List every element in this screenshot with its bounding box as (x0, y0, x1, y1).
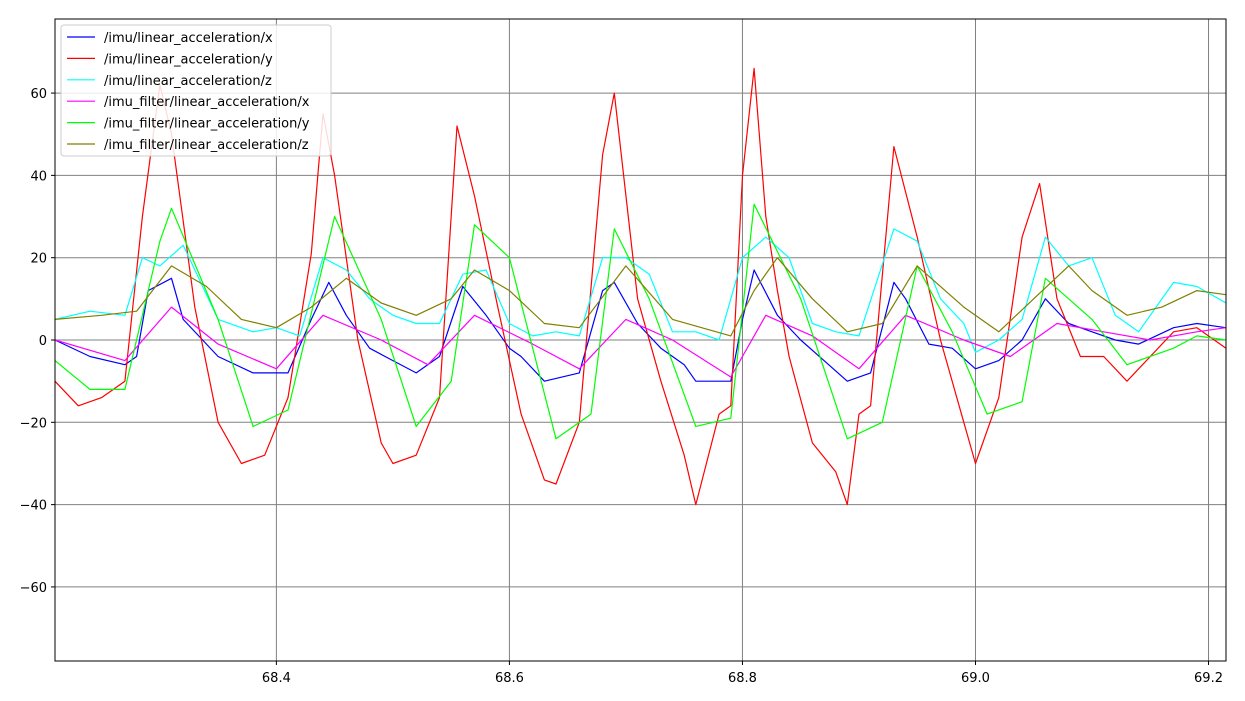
legend-label: /imu_filter/linear_acceleration/y (104, 117, 310, 132)
legend-label: /imu_filter/linear_acceleration/x (104, 95, 310, 110)
y-tick-label: −40 (20, 499, 47, 514)
x-tick-label: 69.2 (1194, 671, 1223, 686)
legend-label: /imu/linear_acceleration/z (104, 74, 272, 89)
legend: /imu/linear_acceleration/x/imu/linear_ac… (60, 24, 332, 157)
plot-area (55, 67, 1226, 506)
series-lines (55, 67, 1226, 506)
series-line-3 (55, 306, 1226, 378)
x-tick-label: 68.6 (495, 671, 524, 686)
series-line-0 (55, 269, 1226, 382)
y-tick-label: 0 (39, 334, 47, 349)
x-tick-label: 68.8 (728, 671, 757, 686)
y-tick-label: 60 (30, 87, 47, 102)
legend-box (60, 24, 332, 157)
x-tick-label: 69.0 (961, 671, 990, 686)
legend-label: /imu/linear_acceleration/y (104, 52, 273, 67)
grid-lines (55, 19, 1226, 661)
series-line-1 (55, 67, 1226, 506)
y-tick-label: 40 (30, 169, 47, 184)
axis-ticks: 68.4 68.6 68.8 69.0 69.2 60 40 20 0 −20 −40 −60 (20, 87, 1223, 686)
y-tick-label: −60 (20, 581, 47, 596)
y-tick-label: −20 (20, 416, 47, 431)
series-line-5 (55, 257, 1226, 337)
legend-label: /imu_filter/linear_acceleration/z (104, 138, 309, 153)
series-line-4 (55, 203, 1226, 440)
legend-label: /imu/linear_acceleration/x (104, 31, 273, 46)
x-tick-label: 68.4 (262, 671, 291, 686)
y-tick-label: 20 (30, 252, 47, 267)
